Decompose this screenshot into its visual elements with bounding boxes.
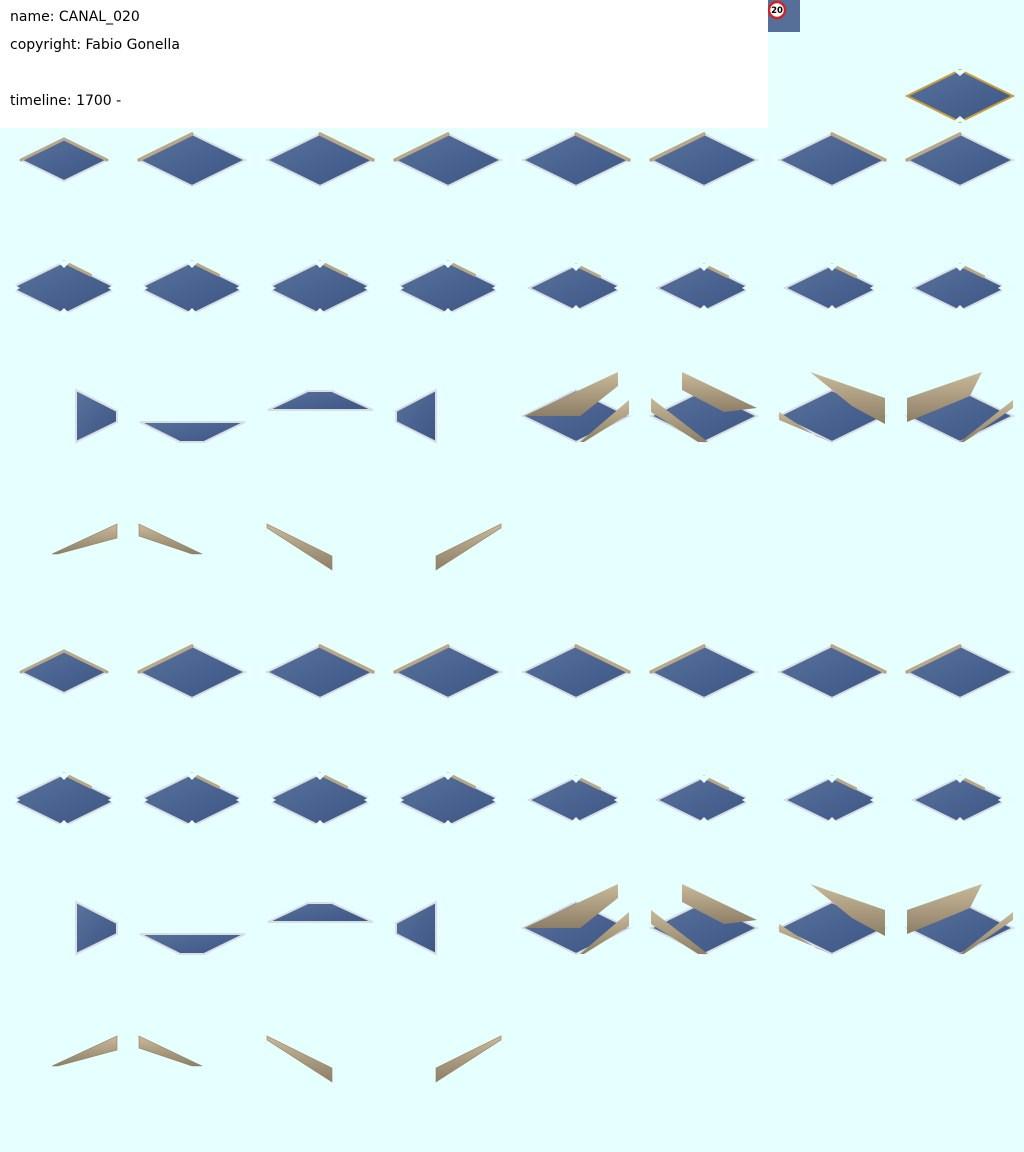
canal-bank-tile [266, 1035, 333, 1083]
canal-corner-tile [395, 900, 437, 956]
copyright-text: copyright: Fabio Gonella [10, 37, 180, 53]
canal-straight-tile [648, 644, 760, 700]
canal-cross-tile [264, 260, 376, 316]
canal-slope-tile [520, 884, 632, 956]
canal-corner-tile [395, 388, 437, 444]
canal-straight-tile [520, 644, 632, 700]
canal-slope-tile [520, 372, 632, 444]
canal-bank-tile [435, 523, 502, 571]
canal-tee-tile [782, 263, 882, 313]
canal-corner-tile [75, 388, 118, 444]
canal-straight-tile [776, 644, 888, 700]
canal-straight-tile [136, 644, 248, 700]
object-info-panel: name: CANAL_020 copyright: Fabio Gonella… [0, 0, 768, 128]
canal-slope-tile [648, 372, 760, 444]
canal-straight-tile [392, 132, 504, 188]
speed-limit-sign-icon: 20 [768, 0, 800, 32]
canal-corner-tile [139, 933, 246, 955]
canal-straight-tile [520, 132, 632, 188]
canal-end-tile [18, 137, 110, 183]
canal-slope-tile [776, 884, 888, 956]
canal-cross-tile [8, 772, 120, 828]
tiles-layer [8, 132, 1016, 1083]
canal-tee-tile [654, 775, 754, 825]
canal-slope-tile [904, 372, 1016, 444]
canal-straight-tile [904, 644, 1016, 700]
canal-corner-tile [139, 421, 246, 443]
canal-cross-tile [8, 260, 120, 316]
canal-bank-tile [51, 523, 118, 555]
canal-tee-tile [526, 775, 626, 825]
canal-bank-tile [266, 523, 333, 571]
canal-straight-tile [648, 132, 760, 188]
speed-limit-label: 20 [771, 6, 783, 16]
timeline-text: timeline: 1700 - [10, 93, 122, 109]
canal-end-tile [18, 649, 110, 695]
canal-cross-tile [392, 772, 504, 828]
canal-tee-tile [782, 775, 882, 825]
canal-tee-tile [654, 263, 754, 313]
canal-straight-tile [392, 644, 504, 700]
canal-corner-tile [267, 390, 374, 411]
canal-slope-tile [648, 884, 760, 956]
canal-bank-tile [138, 1035, 203, 1067]
canal-straight-tile [904, 132, 1016, 188]
canal-corner-tile [267, 902, 374, 923]
canal-straight-tile [776, 132, 888, 188]
canal-straight-tile [136, 132, 248, 188]
canal-bank-tile [435, 1035, 502, 1083]
canal-cross-tile [136, 772, 248, 828]
canal-slope-tile [904, 884, 1016, 956]
canal-tee-tile [910, 775, 1010, 825]
canal-bank-tile [138, 523, 203, 555]
canal-bank-tile [51, 1035, 118, 1067]
canal-corner-tile [75, 900, 118, 956]
canal-straight-tile [264, 644, 376, 700]
canal-cross-tile [264, 772, 376, 828]
canal-tee-tile [910, 263, 1010, 313]
canal-cross-tile [392, 260, 504, 316]
preview-tile [904, 68, 1016, 124]
canal-slope-tile [776, 372, 888, 444]
object-name: name: CANAL_020 [10, 9, 140, 25]
canal-straight-tile [264, 132, 376, 188]
canal-cross-tile [136, 260, 248, 316]
canal-tee-tile [526, 263, 626, 313]
